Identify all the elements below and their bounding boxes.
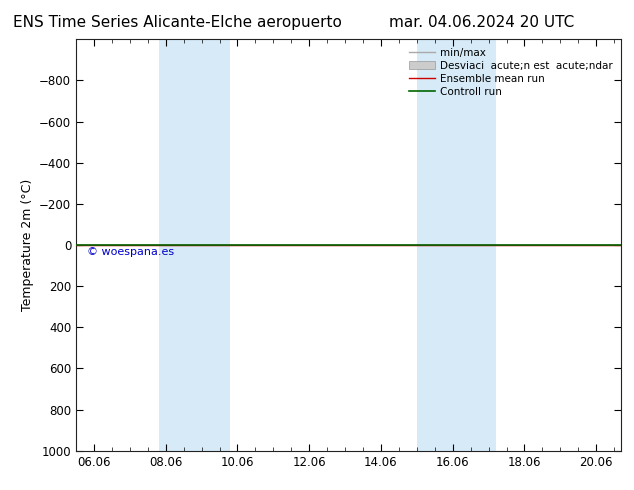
Text: mar. 04.06.2024 20 UTC: mar. 04.06.2024 20 UTC [389,15,574,30]
Y-axis label: Temperature 2m (°C): Temperature 2m (°C) [20,179,34,311]
Bar [417,39,496,451]
Bar [158,39,230,451]
Legend: min/max, Desviaci  acute;n est  acute;ndar, Ensemble mean run, Controll run: min/max, Desviaci acute;n est acute;ndar… [406,45,616,100]
Text: ENS Time Series Alicante-Elche aeropuerto: ENS Time Series Alicante-Elche aeropuert… [13,15,342,30]
Text: © woespana.es: © woespana.es [87,247,174,257]
